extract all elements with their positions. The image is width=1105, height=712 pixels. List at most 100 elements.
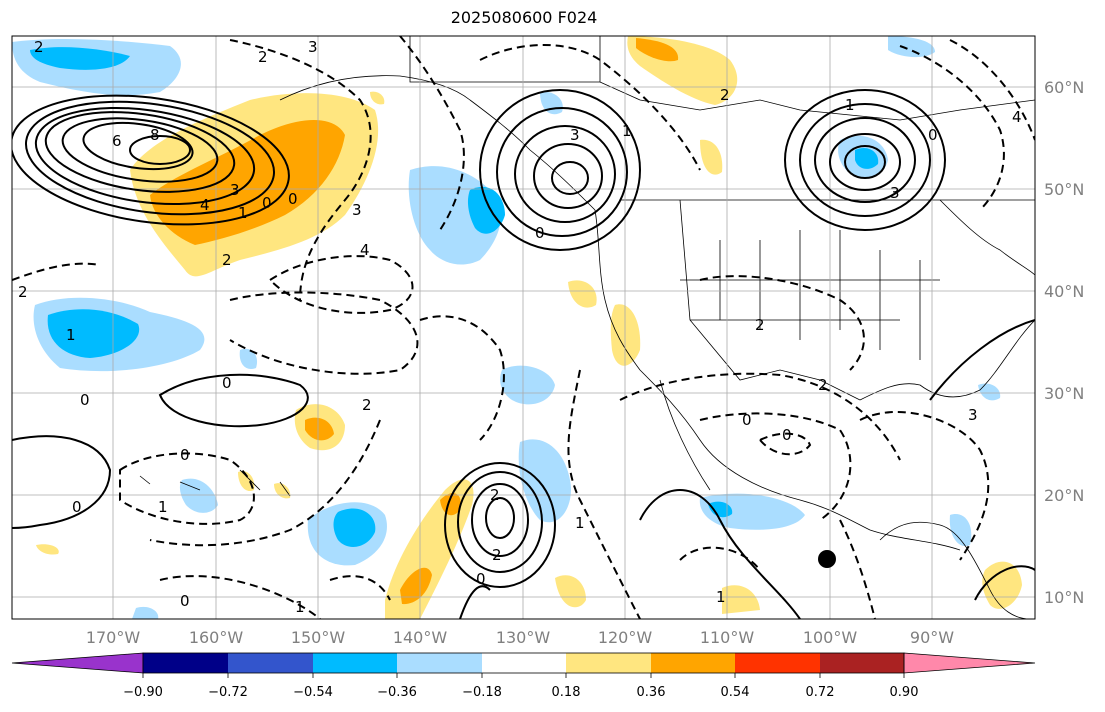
contour-label: 0: [928, 126, 938, 144]
shade-area: [239, 348, 258, 370]
contour-line: [758, 432, 812, 456]
colorbar-tick-label: −0.90: [123, 685, 163, 700]
lon-label: 140°W: [393, 628, 448, 647]
shade-area: [333, 508, 376, 547]
contour-line: [12, 435, 112, 529]
shade-area: [855, 147, 879, 169]
contour-label: 0: [782, 426, 792, 444]
contour-line: [34, 106, 256, 206]
contour-line: [844, 145, 886, 179]
lon-label: 170°W: [86, 628, 141, 647]
shade-area: [467, 186, 505, 234]
shade-area: [132, 606, 159, 619]
shade-area: [440, 493, 461, 516]
colorbar-segment: [482, 653, 566, 673]
shade-area: [370, 91, 385, 105]
contour-line: [829, 133, 901, 191]
contour-line: [82, 121, 194, 171]
solid-contours: [12, 89, 1035, 619]
shade-area: [179, 478, 218, 513]
colorbar-tick-label: −0.72: [208, 685, 248, 700]
storm-center-marker: [818, 550, 836, 568]
coastline: [879, 521, 1031, 619]
contour-line: [949, 39, 1035, 141]
contour-label: 8: [150, 126, 160, 144]
contour-label: 0: [180, 592, 190, 610]
contour-line: [514, 125, 616, 223]
lon-label: 150°W: [291, 628, 346, 647]
contour-label: 1: [158, 498, 168, 516]
colorbar-segment: [397, 653, 482, 673]
shade-area: [700, 139, 723, 175]
contour-line: [859, 411, 990, 561]
shade-area: [568, 280, 597, 308]
contour-label: 0: [180, 446, 190, 464]
contour-line: [149, 419, 381, 547]
contour-line: [699, 275, 865, 371]
contour-label: 0: [262, 194, 272, 212]
contour-line: [639, 489, 801, 619]
shade-area: [400, 567, 432, 605]
colorbar-segment: [313, 653, 397, 673]
contour-line: [929, 319, 1035, 401]
colorbar-segment: [820, 653, 904, 673]
contour-label: 2: [34, 38, 44, 56]
colorbar-tick-label: −0.36: [377, 685, 417, 700]
contour-label: 2: [258, 48, 268, 66]
shade-area: [518, 439, 571, 523]
contour-label: 0: [288, 190, 298, 208]
dashed-contours: [12, 36, 1035, 619]
lat-label: 10°N: [1044, 588, 1084, 607]
shade-area: [610, 304, 641, 366]
contour-line: [61, 117, 219, 183]
contour-line: [444, 462, 556, 588]
contour-label: 0: [742, 411, 752, 429]
contour-label: 1: [622, 122, 632, 140]
shade-area: [274, 483, 291, 499]
contour-line: [229, 39, 372, 301]
negative-shading: [12, 36, 1001, 619]
shade-area: [708, 501, 733, 518]
coastline: [859, 319, 1035, 401]
contour-line: [533, 143, 603, 209]
shade-area: [36, 544, 59, 555]
contour-line: [12, 94, 290, 226]
colorbar-border: [142, 652, 905, 674]
contour-label: 0: [222, 374, 232, 392]
colorbar-tick-label: 0.54: [721, 685, 750, 700]
contour-line: [567, 369, 641, 619]
contour-label: 2: [18, 283, 28, 301]
shade-area: [888, 36, 935, 58]
contour-line: [619, 372, 901, 461]
shade-area: [305, 417, 334, 441]
contour-line: [419, 315, 505, 441]
contour-label: 2: [490, 486, 500, 504]
contour-line: [799, 103, 931, 217]
contour-label: 3: [308, 38, 318, 56]
lon-label: 120°W: [598, 628, 653, 647]
contour-label: 0: [80, 391, 90, 409]
contour-label: 0: [72, 498, 82, 516]
contour-label: 1: [66, 326, 76, 344]
lat-label: 20°N: [1044, 486, 1084, 505]
contour-label: 6: [112, 132, 122, 150]
contour-line: [12, 262, 101, 281]
shade-area: [500, 365, 555, 405]
contour-line: [839, 519, 876, 619]
contour-label: 1: [716, 588, 726, 606]
contour-line: [459, 585, 491, 619]
lat-label: 40°N: [1044, 282, 1084, 301]
colorbar-segment: [566, 653, 651, 673]
contour-label: 2: [222, 251, 232, 269]
contour-label: 4: [200, 196, 210, 214]
contour-line: [679, 546, 761, 571]
lat-label: 60°N: [1044, 78, 1084, 97]
shade-area: [30, 47, 130, 70]
contour-label: 4: [360, 241, 370, 259]
contour-label: 1: [295, 598, 305, 616]
contour-label: 1: [845, 96, 855, 114]
contour-label: 0: [535, 224, 545, 242]
contour-line: [699, 412, 852, 521]
border: [679, 199, 861, 401]
